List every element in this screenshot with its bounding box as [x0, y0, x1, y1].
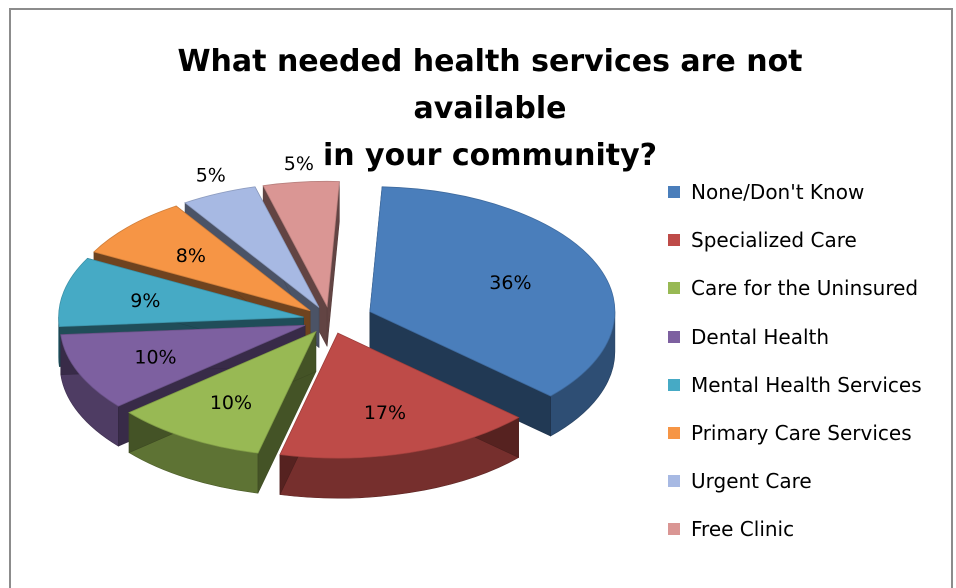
legend-item-1: Specialized Care — [668, 216, 922, 264]
legend-swatch-7 — [668, 523, 680, 536]
legend-swatch-1 — [668, 234, 680, 247]
legend-label-3: Dental Health — [691, 324, 830, 349]
chart-title: What needed health services are not avai… — [110, 38, 870, 179]
legend-item-5: Primary Care Services — [668, 409, 922, 457]
data-label-6: 5% — [196, 165, 226, 187]
legend-swatch-4 — [668, 378, 680, 391]
legend-item-4: Mental Health Services — [668, 361, 922, 409]
data-label-7: 5% — [284, 153, 314, 175]
legend-item-7: Free Clinic — [668, 505, 922, 553]
data-label-2: 10% — [210, 392, 252, 414]
data-label-1: 17% — [364, 402, 406, 424]
legend-label-2: Care for the Uninsured — [691, 276, 919, 301]
pie-slice-2 — [128, 330, 317, 494]
legend-swatch-2 — [668, 282, 680, 295]
chart-title-line-1: What needed health services are not avai… — [177, 44, 803, 126]
data-label-5: 8% — [176, 245, 206, 267]
pie-slice-1 — [279, 332, 520, 499]
legend-item-3: Dental Health — [668, 313, 922, 361]
data-label-0: 36% — [489, 272, 531, 294]
legend-label-1: Specialized Care — [691, 228, 857, 253]
legend-swatch-3 — [668, 330, 680, 343]
legend-swatch-0 — [668, 186, 680, 199]
legend-label-4: Mental Health Services — [691, 372, 922, 397]
legend-swatch-6 — [668, 475, 680, 488]
legend-item-0: None/Don't Know — [668, 168, 922, 216]
legend-label-7: Free Clinic — [691, 517, 795, 542]
legend-item-6: Urgent Care — [668, 457, 922, 505]
legend-swatch-5 — [668, 427, 680, 440]
legend-item-2: Care for the Uninsured — [668, 264, 922, 312]
legend: None/Don't Know Specialized Care Care for … — [668, 168, 922, 554]
chart-title-line-2: in your community? — [322, 138, 658, 173]
legend-label-6: Urgent Care — [691, 469, 812, 494]
pie-slice-0 — [369, 186, 616, 437]
data-label-4: 9% — [130, 290, 160, 312]
data-label-3: 10% — [134, 347, 176, 369]
legend-label-5: Primary Care Services — [691, 421, 912, 446]
legend-label-0: None/Don't Know — [691, 180, 865, 205]
